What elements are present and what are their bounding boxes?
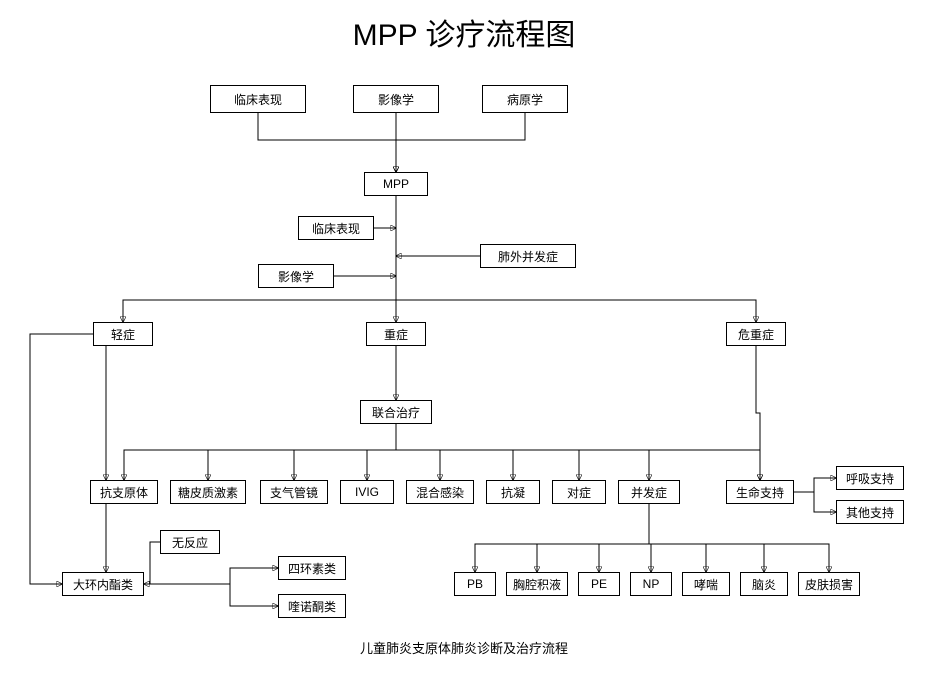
node-n_skin: 皮肤损害 <box>798 572 860 596</box>
node-n_path: 病原学 <box>482 85 568 113</box>
node-n_tetra: 四环素类 <box>278 556 346 580</box>
node-n_combo: 联合治疗 <box>360 400 432 424</box>
node-n_quino: 喹诺酮类 <box>278 594 346 618</box>
node-n_resp: 呼吸支持 <box>836 466 904 490</box>
node-n_enceph: 脑炎 <box>740 572 788 596</box>
node-n_wheeze: 哮喘 <box>682 572 730 596</box>
node-n_pleural: 胸腔积液 <box>506 572 568 596</box>
node-n_mild: 轻症 <box>93 322 153 346</box>
page-title: MPP 诊疗流程图 <box>0 10 928 54</box>
node-n_extra: 肺外并发症 <box>480 244 576 268</box>
node-n_clin2: 临床表现 <box>298 216 374 240</box>
node-n_antip: 抗支原体 <box>90 480 158 504</box>
node-n_mpp: MPP <box>364 172 428 196</box>
node-n_np: NP <box>630 572 672 596</box>
node-n_critical: 危重症 <box>726 322 786 346</box>
node-n_sympt: 对症 <box>552 480 606 504</box>
node-n_anticoag: 抗凝 <box>486 480 540 504</box>
node-n_severe: 重症 <box>366 322 426 346</box>
node-n_complic: 并发症 <box>618 480 680 504</box>
node-n_noresp: 无反应 <box>160 530 220 554</box>
node-n_img1: 影像学 <box>353 85 439 113</box>
node-n_macro: 大环内酯类 <box>62 572 144 596</box>
node-n_bronch: 支气管镜 <box>260 480 328 504</box>
node-n_other: 其他支持 <box>836 500 904 524</box>
node-n_ivig: IVIG <box>340 480 394 504</box>
caption: 儿童肺炎支原体肺炎诊断及治疗流程 <box>0 638 928 657</box>
node-n_clin1: 临床表现 <box>210 85 306 113</box>
node-n_img2: 影像学 <box>258 264 334 288</box>
node-n_pb: PB <box>454 572 496 596</box>
node-n_pe: PE <box>578 572 620 596</box>
node-n_mixed: 混合感染 <box>406 480 474 504</box>
node-n_life: 生命支持 <box>726 480 794 504</box>
node-n_cortico: 糖皮质激素 <box>170 480 246 504</box>
